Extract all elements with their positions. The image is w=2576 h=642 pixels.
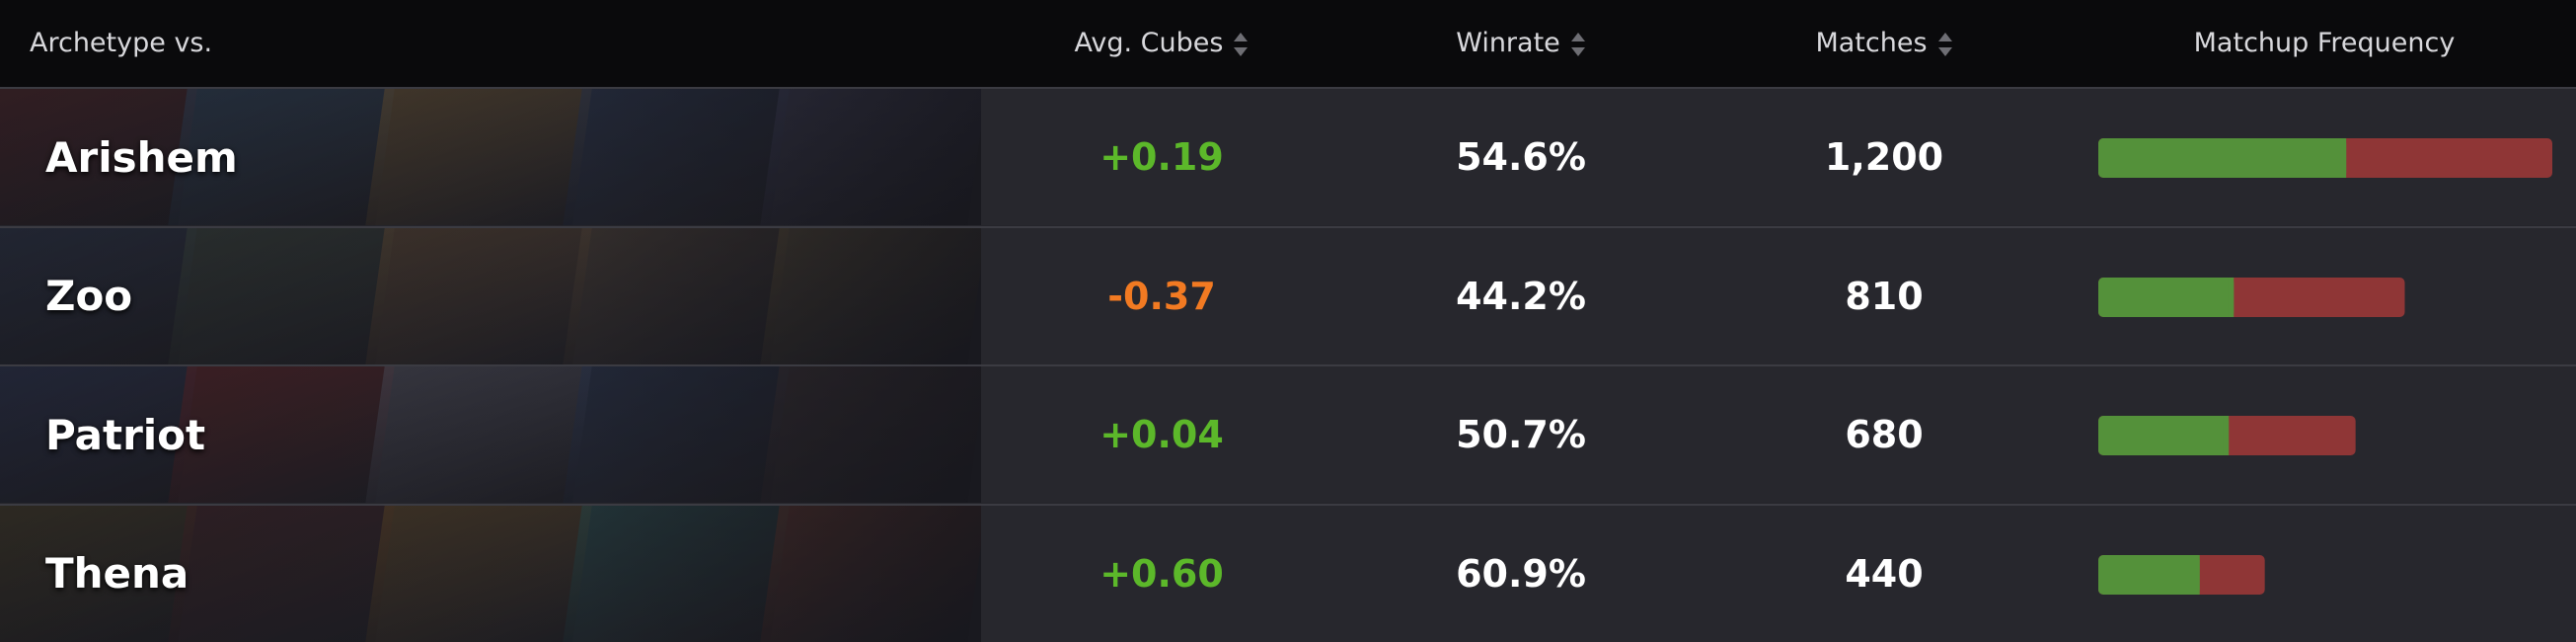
art-shade xyxy=(0,227,981,364)
matches: 680 xyxy=(1845,413,1924,456)
archetype-name: Patriot xyxy=(45,410,206,459)
win-segment-edge xyxy=(2340,138,2347,178)
matches: 440 xyxy=(1845,551,1924,596)
frequency-bar xyxy=(2098,138,2552,178)
sort-icon xyxy=(1570,32,1585,56)
win-segment-edge xyxy=(2223,416,2230,455)
column-header: Archetype vs. xyxy=(30,0,212,87)
column-header[interactable]: Winrate xyxy=(1324,0,1718,87)
archetype-art xyxy=(0,89,981,225)
sort-down xyxy=(1937,46,1952,56)
table-row[interactable]: Patriot +0.04 50.7% 680 xyxy=(0,364,2576,503)
avg-cubes: +0.04 xyxy=(1099,413,1224,456)
sort-icon xyxy=(1234,32,1249,56)
sort-icon xyxy=(1937,32,1952,56)
table-header: Archetype vs. Avg. Cubes Winrate Matches Mat… xyxy=(0,0,2576,87)
column-header-text: Matchup Frequency xyxy=(2193,28,2456,58)
art-shade xyxy=(0,505,981,642)
art-shade xyxy=(0,366,981,503)
win-segment xyxy=(2098,138,2347,178)
win-segment xyxy=(2098,277,2235,317)
column-header-text: Winrate xyxy=(1456,28,1560,58)
table-row[interactable]: Arishem +0.19 54.6% 1,200 xyxy=(0,87,2576,225)
sort-up xyxy=(1234,32,1249,41)
archetype-name: Arishem xyxy=(45,132,238,182)
frequency-bar xyxy=(2098,277,2405,317)
frequency-bar xyxy=(2098,416,2356,455)
table-row[interactable]: Thena +0.60 60.9% 440 xyxy=(0,503,2576,642)
win-segment-edge xyxy=(2228,277,2235,317)
win-segment xyxy=(2098,554,2200,595)
matches: 810 xyxy=(1845,274,1924,318)
archetype-art xyxy=(0,505,981,642)
win-segment-edge xyxy=(2193,554,2200,595)
archetype-name: Thena xyxy=(45,549,189,598)
sort-up xyxy=(1570,32,1585,41)
win-segment xyxy=(2098,416,2230,455)
column-header-text: Avg. Cubes xyxy=(1074,28,1224,58)
winrate: 44.2% xyxy=(1456,274,1586,318)
column-header[interactable]: Avg. Cubes xyxy=(964,0,1359,87)
column-header: Matchup Frequency xyxy=(2127,0,2522,87)
column-header[interactable]: Matches xyxy=(1687,0,2082,87)
matches: 1,200 xyxy=(1824,135,1944,179)
column-header-text: Matches xyxy=(1815,28,1928,58)
sort-down xyxy=(1234,46,1249,56)
archetype-art xyxy=(0,366,981,503)
art-shade xyxy=(0,89,981,225)
winrate: 50.7% xyxy=(1456,413,1586,456)
archetype-name: Zoo xyxy=(45,272,133,320)
sort-up xyxy=(1937,32,1952,41)
column-header-text: Archetype vs. xyxy=(30,28,213,58)
winrate: 60.9% xyxy=(1456,551,1586,596)
table-row[interactable]: Zoo -0.37 44.2% 810 xyxy=(0,225,2576,364)
frequency-bar xyxy=(2098,554,2265,595)
sort-down xyxy=(1570,46,1585,56)
avg-cubes: +0.60 xyxy=(1099,551,1224,596)
winrate: 54.6% xyxy=(1456,135,1586,179)
avg-cubes: +0.19 xyxy=(1099,135,1224,179)
avg-cubes: -0.37 xyxy=(1107,274,1216,318)
archetype-art xyxy=(0,227,981,364)
